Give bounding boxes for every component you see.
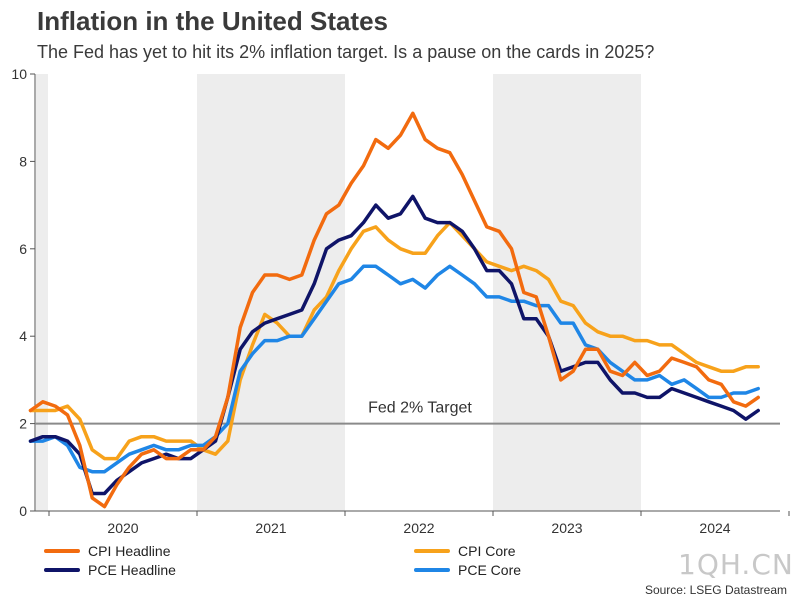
y-tick-label: 0 (19, 503, 27, 519)
shaded-year-band (36, 74, 48, 511)
legend-label: PCE Core (458, 562, 522, 578)
legend-pce-headline: PCE Headline (44, 562, 176, 578)
x-tick-label: 2020 (107, 520, 138, 536)
series-line-cpi-headline (28, 111, 760, 509)
legend-pce-core: PCE Core (414, 562, 521, 578)
legend-label: CPI Core (458, 543, 516, 559)
y-tick-label: 8 (19, 153, 27, 169)
legend-cpi-core: CPI Core (414, 543, 516, 559)
legend-swatch (414, 549, 450, 553)
x-tick-label: 2023 (551, 520, 582, 536)
series-line-pce-headline (28, 194, 760, 496)
x-tick-label: 2022 (403, 520, 434, 536)
legend-label: CPI Headline (88, 543, 171, 559)
legend-swatch (44, 549, 80, 553)
watermark-logo: 1QH.CN (678, 548, 794, 581)
legend-label: PCE Headline (88, 562, 176, 578)
x-tick-label: 2021 (255, 520, 286, 536)
shaded-year-band (493, 74, 641, 511)
page-title: Inflation in the United States (37, 6, 389, 36)
source-note: Source: LSEG Datastream (644, 583, 787, 597)
shaded-year-band (197, 74, 345, 511)
y-tick-label: 6 (19, 241, 27, 257)
series-line-pce-core (28, 264, 760, 474)
legend-cpi-headline: CPI Headline (44, 543, 171, 559)
y-tick-label: 10 (11, 66, 27, 82)
legend-swatch (414, 568, 450, 572)
x-tick-label: 2024 (699, 520, 730, 536)
fed-target-label: Fed 2% Target (368, 400, 472, 417)
y-tick-label: 4 (19, 328, 27, 344)
y-tick-label: 2 (19, 416, 27, 432)
series-line-cpi-core (28, 220, 760, 461)
page-subtitle: The Fed has yet to hit its 2% inflation … (37, 42, 655, 62)
legend-swatch (44, 568, 80, 572)
